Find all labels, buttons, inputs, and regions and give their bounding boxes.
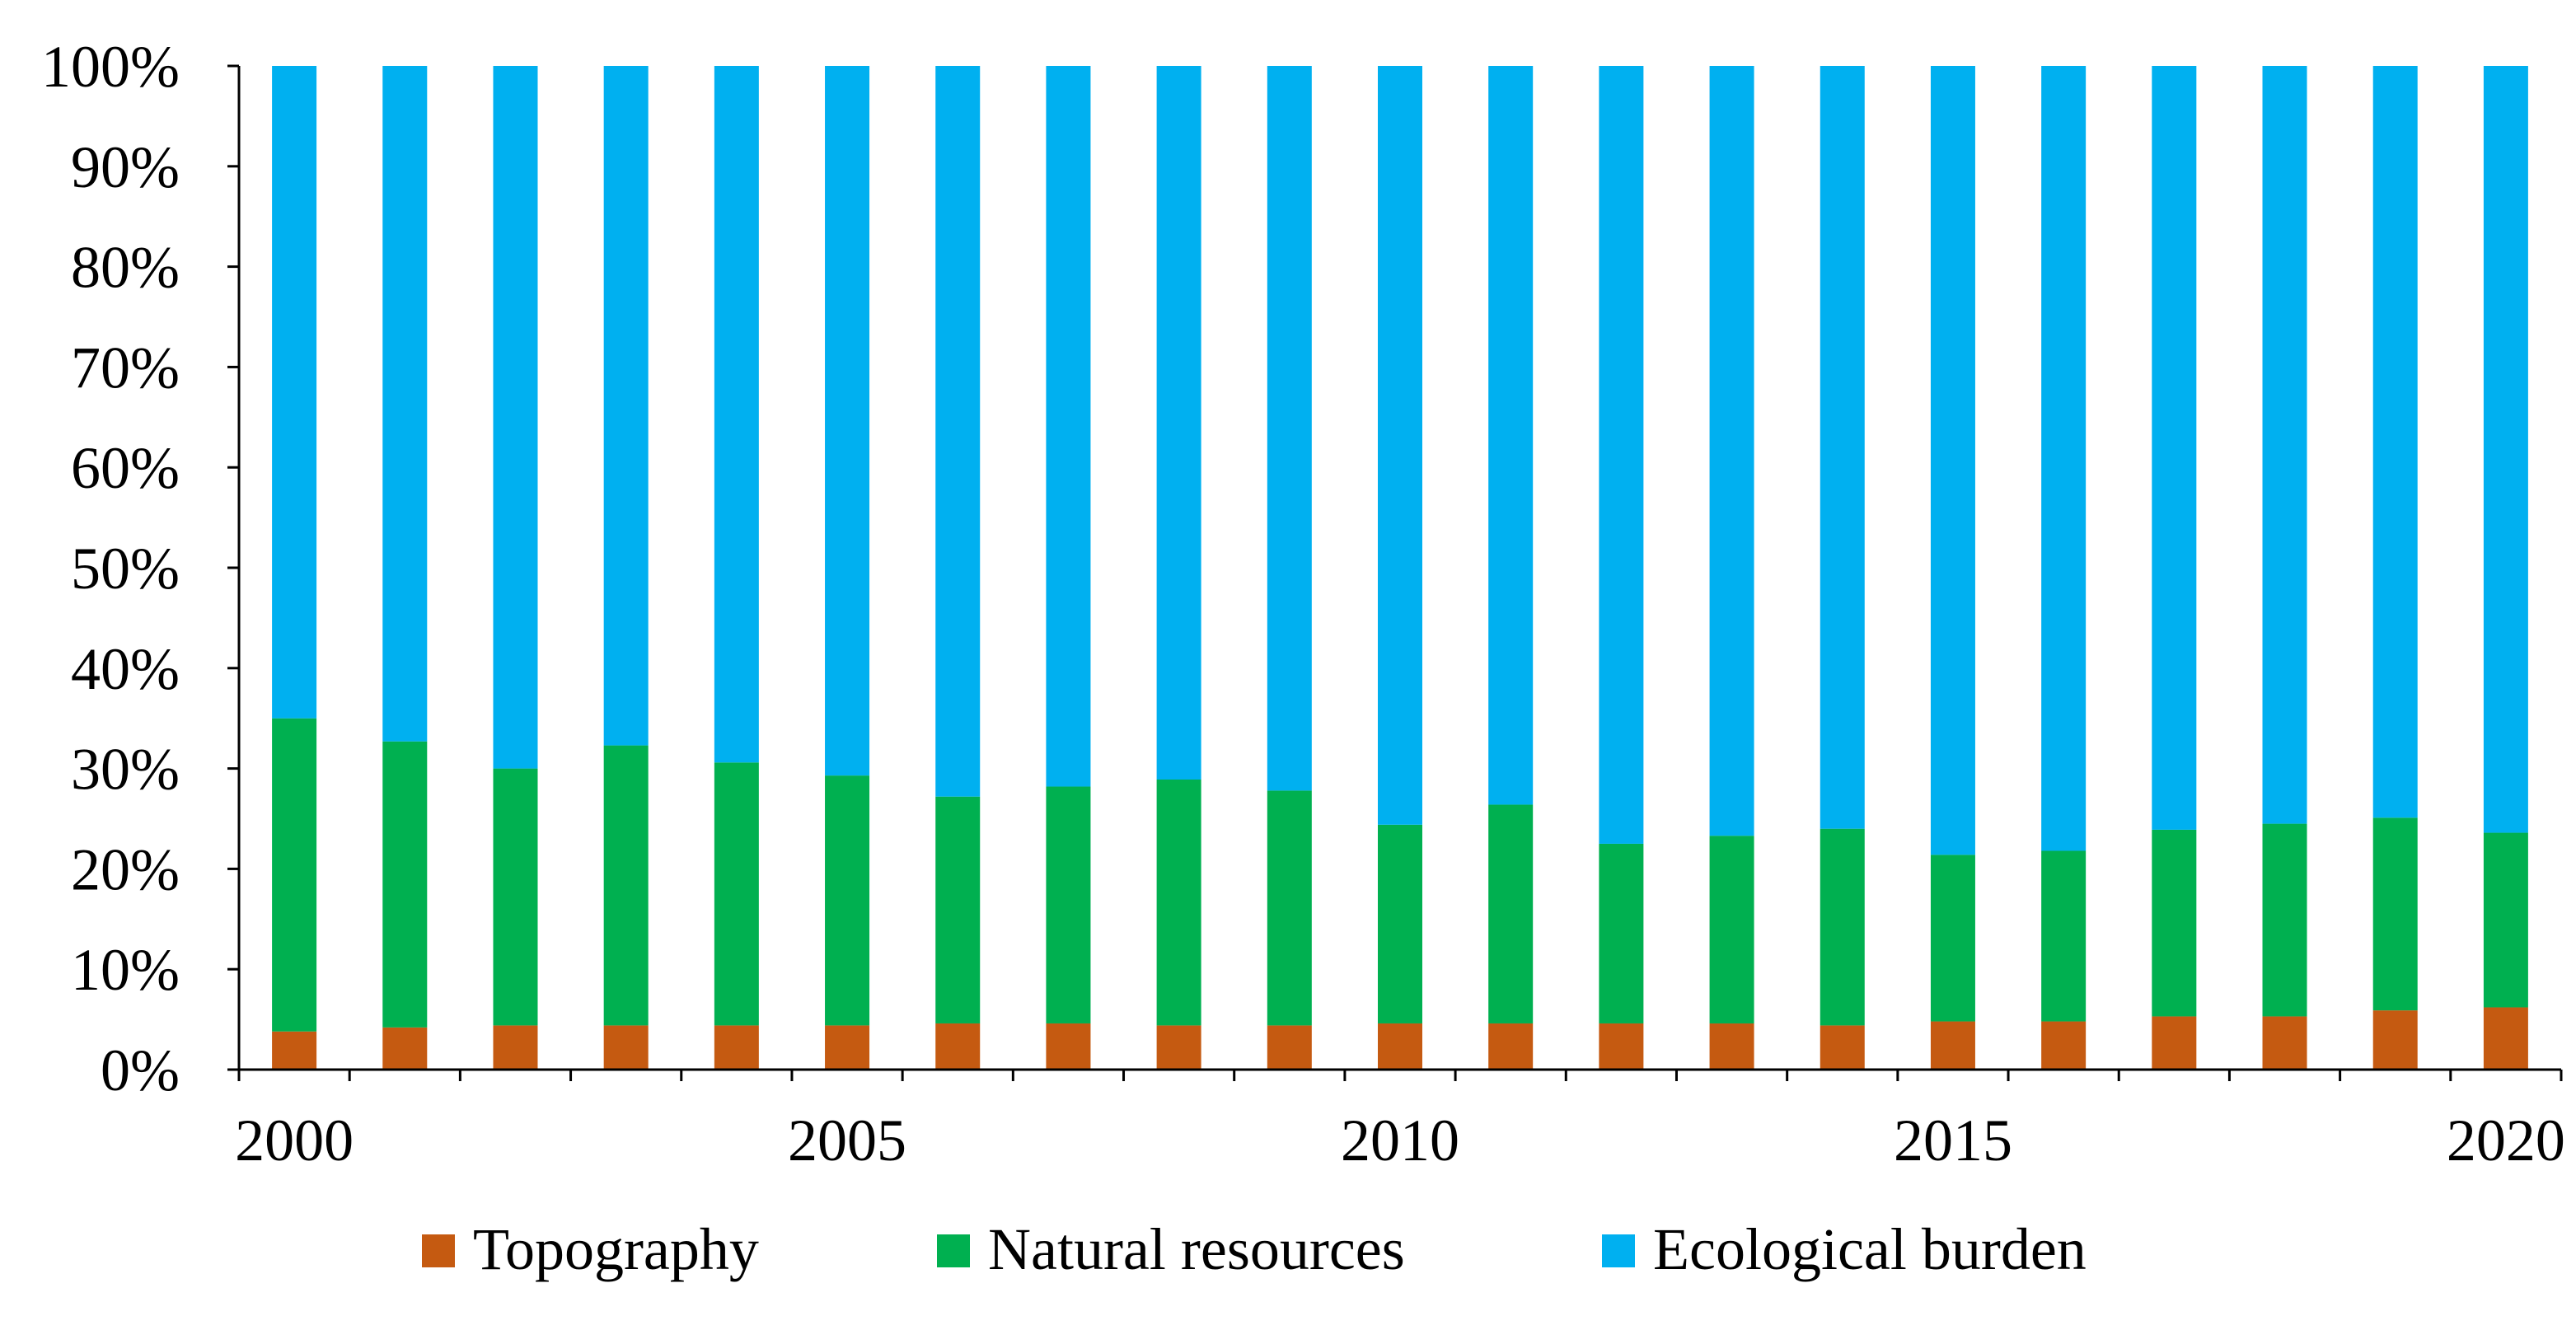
y-tick-label: 40%	[71, 636, 180, 702]
bar-segment-ecological-burden-2011	[1488, 66, 1534, 805]
bar-segment-topography-2007	[1046, 1023, 1091, 1070]
y-tick-label: 20%	[71, 836, 180, 902]
legend-label-natural-resources: Natural resources	[988, 1216, 1405, 1282]
bar-segment-natural-resources-2017	[2152, 829, 2197, 1017]
y-tick-label: 50%	[71, 536, 180, 602]
bar-segment-topography-2005	[825, 1025, 870, 1070]
bar-segment-topography-2011	[1488, 1023, 1534, 1070]
y-tick-label: 100%	[41, 34, 180, 100]
bar-segment-topography-2009	[1267, 1025, 1312, 1070]
bar-segment-natural-resources-2003	[603, 745, 649, 1026]
y-tick-label: 30%	[71, 737, 180, 803]
bar-segment-natural-resources-2005	[825, 775, 870, 1026]
bar-segment-natural-resources-2010	[1378, 824, 1422, 1023]
bar-segment-topography-2017	[2152, 1016, 2197, 1070]
bar-segment-topography-2000	[272, 1031, 317, 1070]
bar-segment-ecological-burden-2001	[382, 66, 428, 742]
bar-segment-natural-resources-2002	[493, 768, 538, 1026]
bar-segment-ecological-burden-2003	[603, 66, 649, 746]
bar-segment-topography-2006	[935, 1023, 981, 1070]
bar-segment-natural-resources-2009	[1267, 790, 1312, 1026]
bar-segment-topography-2008	[1156, 1025, 1201, 1070]
y-tick-label: 0%	[101, 1037, 180, 1103]
y-tick-label: 90%	[71, 134, 180, 200]
bar-segment-ecological-burden-2007	[1046, 66, 1091, 787]
bar-segment-ecological-burden-2012	[1599, 66, 1644, 844]
bar-segment-natural-resources-2006	[935, 796, 981, 1023]
bar-segment-topography-2012	[1599, 1023, 1644, 1070]
y-tick-label: 70%	[71, 335, 180, 400]
axis-layer: 0% 10% 20% 30% 40% 50% 60% 70% 80% 90% 100% 2000 200…	[41, 34, 2565, 1173]
x-tick-label: 2005	[788, 1108, 906, 1173]
bar-segment-ecological-burden-2019	[2372, 66, 2418, 818]
x-tick-label: 2020	[2447, 1108, 2565, 1173]
x-tick-label: 2015	[1894, 1108, 2012, 1173]
bar-segment-natural-resources-2015	[1930, 855, 1975, 1022]
bar-segment-topography-2002	[493, 1025, 538, 1070]
legend: Topography Natural resources Ecological bu…	[422, 1216, 2087, 1282]
legend-label-topography: Topography	[473, 1216, 759, 1282]
bar-segment-topography-2016	[2041, 1021, 2087, 1070]
bar-segment-natural-resources-2020	[2483, 832, 2528, 1008]
bar-segment-topography-2020	[2483, 1007, 2528, 1070]
bar-segment-topography-2014	[1820, 1025, 1865, 1070]
bar-segment-topography-2010	[1378, 1023, 1422, 1070]
bar-segment-ecological-burden-2017	[2152, 66, 2197, 830]
bar-segment-ecological-burden-2002	[493, 66, 538, 769]
bar-segment-topography-2001	[382, 1027, 428, 1070]
bar-segment-natural-resources-2014	[1820, 828, 1865, 1026]
bar-segment-natural-resources-2019	[2372, 817, 2418, 1011]
bar-segment-natural-resources-2012	[1599, 843, 1644, 1023]
bar-segment-topography-2018	[2262, 1016, 2307, 1070]
bar-segment-ecological-burden-2005	[825, 66, 870, 776]
y-tick-label: 60%	[71, 435, 180, 501]
bar-segment-ecological-burden-2008	[1156, 66, 1201, 780]
bar-segment-ecological-burden-2020	[2483, 66, 2528, 833]
bar-segment-natural-resources-2016	[2041, 850, 2087, 1022]
bar-segment-ecological-burden-2006	[935, 66, 981, 797]
bar-segment-ecological-burden-2010	[1378, 66, 1422, 825]
x-tick-label: 2010	[1341, 1108, 1459, 1173]
bar-segment-topography-2019	[2372, 1010, 2418, 1070]
bar-segment-ecological-burden-2015	[1930, 66, 1975, 855]
bar-segment-ecological-burden-2013	[1709, 66, 1754, 836]
bar-segment-topography-2004	[714, 1025, 759, 1070]
bar-segment-ecological-burden-2016	[2041, 66, 2087, 851]
bar-segment-natural-resources-2007	[1046, 786, 1091, 1023]
bar-segment-natural-resources-2008	[1156, 780, 1201, 1026]
bar-segment-natural-resources-2000	[272, 718, 317, 1032]
bar-segment-ecological-burden-2009	[1267, 66, 1312, 791]
legend-label-ecological-burden: Ecological burden	[1653, 1216, 2087, 1282]
bar-segment-ecological-burden-2014	[1820, 66, 1865, 829]
bar-segment-ecological-burden-2018	[2262, 66, 2307, 824]
bar-segment-topography-2003	[603, 1025, 649, 1070]
legend-swatch-ecological-burden	[1602, 1234, 1635, 1267]
y-tick-label: 10%	[71, 937, 180, 1003]
legend-swatch-topography	[422, 1234, 455, 1267]
bar-segment-ecological-burden-2000	[272, 66, 317, 719]
bar-segment-topography-2015	[1930, 1021, 1975, 1070]
x-tick-label: 2000	[235, 1108, 354, 1173]
bar-segment-natural-resources-2004	[714, 762, 759, 1026]
bar-segment-natural-resources-2011	[1488, 804, 1534, 1023]
bar-segment-natural-resources-2018	[2262, 823, 2307, 1017]
bar-segment-natural-resources-2001	[382, 741, 428, 1028]
legend-swatch-natural-resources	[937, 1234, 970, 1267]
bar-segment-natural-resources-2013	[1709, 836, 1754, 1023]
bars-layer	[272, 66, 2528, 1070]
y-tick-label: 80%	[71, 235, 180, 301]
bar-segment-topography-2013	[1709, 1023, 1754, 1070]
bar-segment-ecological-burden-2004	[714, 66, 759, 763]
